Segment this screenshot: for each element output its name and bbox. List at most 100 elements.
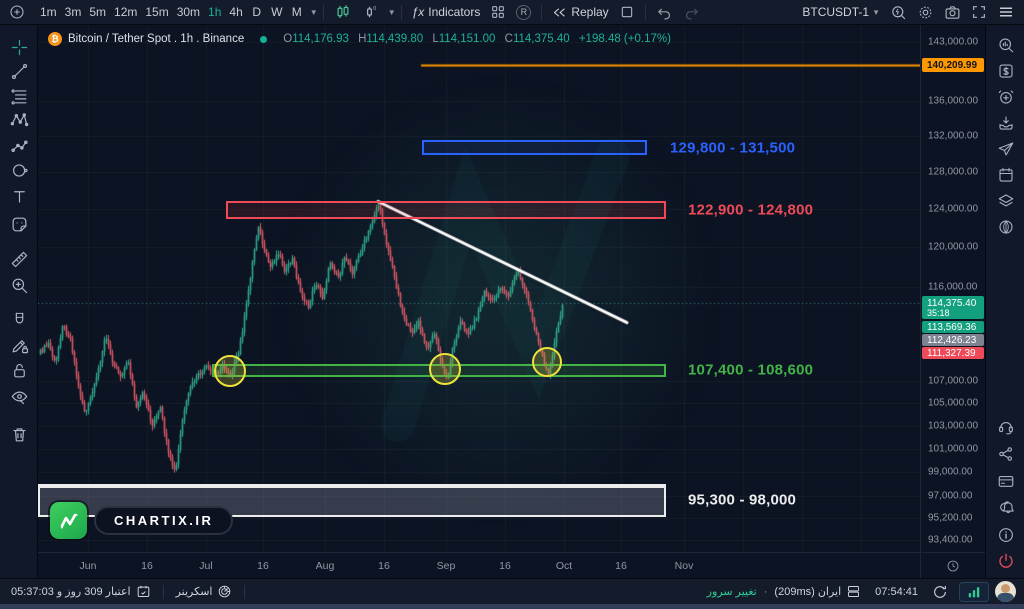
inbox-download-icon[interactable] bbox=[992, 110, 1019, 136]
chart-area[interactable]: ₿ Bitcoin / Tether Spot . 1h . Binance O… bbox=[38, 25, 920, 552]
alarm-add-icon[interactable] bbox=[992, 84, 1019, 110]
layout-grid-icon[interactable] bbox=[485, 2, 511, 23]
pencil-lock-icon[interactable] bbox=[5, 332, 33, 358]
dollar-square-icon[interactable] bbox=[992, 58, 1019, 84]
price-label-red: 111,327.39 bbox=[922, 347, 984, 359]
refresh-icon[interactable] bbox=[925, 584, 955, 600]
indicators-button[interactable]: ƒx Indicators bbox=[411, 5, 481, 19]
eye-hide-icon[interactable] bbox=[5, 383, 33, 409]
ohlc-values: O114,176.93 H114,439.80 L114,151.00 C114… bbox=[283, 33, 671, 45]
chart-style-zero-icon[interactable]: 0 bbox=[357, 2, 385, 23]
timeframe-12m[interactable]: 12m bbox=[114, 5, 138, 19]
headset-icon[interactable] bbox=[992, 414, 1019, 440]
chevron-down-icon[interactable]: ▼ bbox=[387, 7, 396, 17]
timeframe-3m[interactable]: 3m bbox=[64, 5, 82, 19]
credit-card-icon[interactable] bbox=[992, 468, 1019, 494]
support-touch-circle-1[interactable] bbox=[214, 355, 246, 387]
r-badge[interactable]: R bbox=[511, 2, 536, 23]
price-scale[interactable]: 143,000.00 136,000.00 132,000.00 128,000.00… bbox=[920, 25, 985, 552]
timeframe-1h[interactable]: 1h bbox=[208, 5, 222, 19]
bells-icon[interactable] bbox=[992, 495, 1019, 521]
change-server-link[interactable]: تغییر سرور bbox=[706, 586, 757, 598]
timeframe-M[interactable]: M bbox=[291, 5, 302, 19]
power-icon[interactable] bbox=[992, 548, 1019, 574]
price-chart-canvas[interactable] bbox=[38, 25, 920, 552]
ellipse-shape-icon[interactable] bbox=[5, 157, 33, 183]
connection-status[interactable] bbox=[959, 581, 989, 602]
replay-button[interactable]: Replay bbox=[547, 2, 613, 23]
timeframe-4h[interactable]: 4h bbox=[229, 5, 243, 19]
server-status[interactable]: ایران (209ms) bbox=[767, 584, 868, 599]
zone-label-resistance-upper: 129,800 - 131,500 bbox=[670, 139, 796, 157]
trash-icon[interactable] bbox=[5, 421, 33, 447]
time-tick-16: 16 bbox=[378, 560, 390, 572]
magnet-icon[interactable] bbox=[5, 307, 33, 333]
price-tick: 105,000.00 bbox=[928, 397, 979, 409]
timeframe-D[interactable]: D bbox=[252, 5, 262, 19]
time-tick-oct: Oct bbox=[555, 560, 573, 572]
chevron-down-icon[interactable]: ▼ bbox=[309, 7, 318, 17]
redo-icon[interactable] bbox=[678, 2, 705, 23]
forecast-icon[interactable] bbox=[5, 132, 33, 158]
zone-label-support: 107,400 - 108,600 bbox=[688, 361, 814, 379]
xabcd-pattern-icon[interactable] bbox=[5, 107, 33, 133]
chartix-logo: CHARTIX.IR bbox=[50, 502, 234, 539]
price-tick: 99,000.00 bbox=[928, 466, 973, 478]
zone-resistance-upper[interactable] bbox=[422, 140, 647, 155]
symbol-search-button[interactable]: BTCUSDT-1 ▼ bbox=[802, 5, 880, 19]
candlestick-style-icon[interactable] bbox=[329, 2, 357, 23]
price-tick: 103,000.00 bbox=[928, 420, 979, 432]
add-symbol-icon[interactable] bbox=[4, 2, 30, 23]
timeframe-1m[interactable]: 1m bbox=[40, 5, 57, 19]
time-tick-aug: Aug bbox=[315, 560, 335, 572]
layers-icon[interactable] bbox=[992, 188, 1019, 214]
padlock-icon[interactable] bbox=[5, 357, 33, 383]
screener-radar-icon bbox=[219, 585, 231, 598]
timeframe-15m[interactable]: 15m bbox=[145, 5, 169, 19]
screener-button[interactable]: اسکرینر bbox=[169, 584, 240, 599]
bottom-strip bbox=[0, 604, 1024, 609]
text-tool-icon[interactable] bbox=[5, 183, 33, 209]
price-tick: 116,000.00 bbox=[928, 281, 978, 293]
bitcoin-icon: ₿ bbox=[48, 32, 62, 46]
settings-gear-icon[interactable] bbox=[912, 2, 939, 23]
paper-plane-icon[interactable] bbox=[992, 136, 1019, 162]
crosshair-icon[interactable] bbox=[5, 34, 33, 60]
zoom-in-icon[interactable] bbox=[5, 272, 33, 298]
info-icon[interactable] bbox=[992, 522, 1019, 548]
user-avatar[interactable] bbox=[995, 581, 1016, 602]
watchlist-search-icon[interactable] bbox=[992, 32, 1019, 58]
support-touch-circle-2[interactable] bbox=[429, 353, 461, 385]
emoji-sticker-icon[interactable] bbox=[5, 211, 33, 237]
symbol-title[interactable]: Bitcoin / Tether Spot . 1h . Binance bbox=[68, 33, 245, 45]
globe-icon[interactable] bbox=[992, 214, 1019, 240]
calendar-icon[interactable] bbox=[992, 162, 1019, 188]
share-icon[interactable] bbox=[992, 441, 1019, 467]
quick-search-icon[interactable] bbox=[885, 2, 912, 23]
fib-retracement-icon[interactable] bbox=[5, 83, 33, 109]
price-tick: 97,000.00 bbox=[928, 490, 973, 502]
camera-icon[interactable] bbox=[939, 2, 966, 23]
undo-icon[interactable] bbox=[651, 2, 678, 23]
chartix-logo-icon bbox=[50, 502, 87, 539]
time-axis[interactable]: Jun 16 Jul 16 Aug 16 Sep 16 Oct 16 Nov bbox=[38, 552, 920, 578]
zone-resistance[interactable] bbox=[226, 201, 666, 219]
time-tick-16: 16 bbox=[615, 560, 627, 572]
support-touch-circle-3[interactable] bbox=[532, 347, 562, 377]
symbol-info[interactable]: ₿ Bitcoin / Tether Spot . 1h . Binance O… bbox=[48, 32, 671, 46]
trendline-icon[interactable] bbox=[5, 58, 33, 84]
timeframe-W[interactable]: W bbox=[271, 5, 283, 19]
timeframe-30m[interactable]: 30m bbox=[176, 5, 201, 19]
menu-burger-icon[interactable] bbox=[992, 2, 1020, 23]
credit-remaining: اعتبار 309 روز و 05:37:03 bbox=[4, 584, 158, 599]
current-price-label: 114,375.40 35:18 bbox=[922, 296, 984, 319]
fullscreen-icon[interactable] bbox=[966, 2, 992, 23]
ruler-measure-icon[interactable] bbox=[5, 246, 33, 272]
timeframe-5m[interactable]: 5m bbox=[89, 5, 107, 19]
time-tick-16: 16 bbox=[257, 560, 269, 572]
timezone-button[interactable] bbox=[920, 552, 985, 578]
zone-label-support-lower: 95,300 - 98,000 bbox=[688, 491, 797, 509]
market-open-dot bbox=[260, 35, 268, 43]
replay-bar-select-icon[interactable] bbox=[614, 2, 640, 23]
